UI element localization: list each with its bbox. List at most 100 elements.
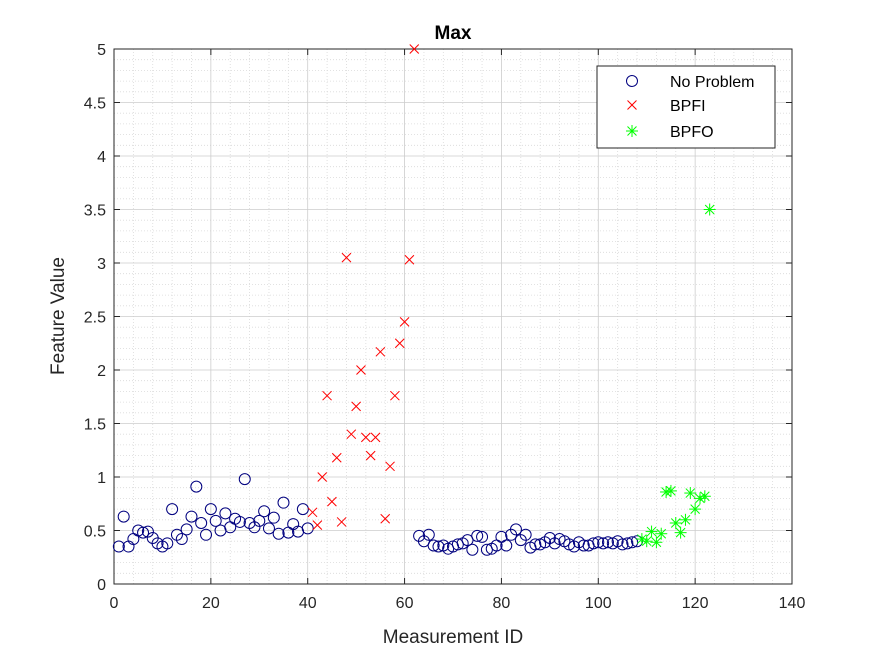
- data-point: [370, 432, 381, 443]
- data-point: [548, 537, 561, 550]
- y-axis-label: Feature Value: [48, 257, 69, 375]
- data-point: [262, 522, 275, 535]
- data-point: [307, 507, 318, 518]
- data-point: [267, 511, 280, 524]
- data-point: [301, 522, 314, 535]
- marker-stroke: [380, 513, 391, 524]
- legend-label-bpfo: BPFO: [670, 124, 714, 141]
- data-point: [166, 503, 179, 516]
- data-point: [346, 429, 357, 440]
- x-tick-label: 100: [585, 595, 612, 612]
- data-point: [626, 536, 639, 549]
- data-point: [253, 514, 266, 527]
- data-point: [640, 535, 653, 548]
- data-point: [597, 537, 610, 550]
- data-point: [689, 503, 702, 516]
- marker-stroke: [409, 44, 420, 54]
- legend: No Problem BPFI BPFO: [596, 65, 776, 149]
- data-point: [238, 473, 251, 486]
- y-tick-label: 3.5: [84, 203, 106, 220]
- data-point: [592, 536, 605, 549]
- y-tick-label: 0: [97, 577, 106, 594]
- data-point: [112, 540, 125, 553]
- data-point: [698, 490, 711, 503]
- x-axis-ticks: 0 20 40 60 80 100 120 140: [110, 49, 806, 612]
- y-tick-label: 0.5: [84, 524, 106, 541]
- x-tick-label: 40: [299, 595, 317, 612]
- data-point: [385, 461, 395, 472]
- data-point: [422, 528, 435, 541]
- marker-stroke: [327, 496, 337, 507]
- legend-marker-2: [626, 125, 638, 137]
- marker-stroke: [360, 432, 371, 443]
- x-tick-label: 0: [110, 595, 119, 612]
- x-tick-label: 140: [779, 595, 806, 612]
- y-tick-label: 1.5: [84, 417, 106, 434]
- data-point: [621, 537, 634, 550]
- data-point: [219, 507, 232, 520]
- marker-stroke: [394, 338, 405, 349]
- data-point: [703, 203, 716, 216]
- legend-label-bpfi: BPFI: [670, 98, 706, 115]
- data-point: [427, 539, 440, 552]
- data-point: [674, 526, 687, 539]
- data-point: [137, 526, 150, 539]
- data-point: [669, 517, 682, 530]
- y-axis-ticks: 0 0.5 1 1.5 2 2.5 3 3.5 4 4.5 5: [84, 42, 792, 594]
- marker-stroke: [370, 432, 381, 443]
- data-point: [365, 450, 376, 461]
- data-point: [375, 346, 386, 357]
- marker-stroke: [341, 252, 352, 263]
- data-point: [500, 539, 513, 552]
- data-point: [655, 527, 668, 540]
- data-markers: [112, 44, 716, 556]
- legend-marker-1: [627, 100, 637, 110]
- marker-stroke: [385, 461, 395, 472]
- chart-title: Max: [435, 23, 472, 44]
- data-point: [380, 513, 391, 524]
- data-point: [170, 528, 183, 541]
- data-point: [175, 533, 188, 546]
- data-point: [476, 530, 489, 543]
- x-tick-label: 120: [682, 595, 709, 612]
- series-0: [112, 473, 644, 556]
- data-point: [190, 480, 203, 493]
- data-point: [519, 528, 532, 541]
- marker-stroke: [317, 472, 328, 482]
- data-point: [539, 536, 552, 549]
- marker-stroke: [356, 365, 366, 375]
- data-point: [356, 365, 366, 375]
- data-point: [117, 510, 130, 523]
- marker-stroke: [346, 429, 357, 440]
- data-point: [587, 537, 600, 550]
- data-point: [432, 540, 445, 553]
- series-1: [307, 44, 420, 531]
- data-point: [336, 517, 347, 527]
- data-point: [200, 528, 213, 541]
- marker-stroke: [312, 520, 323, 531]
- data-point: [322, 390, 332, 401]
- data-point: [185, 510, 198, 523]
- y-tick-label: 4.5: [84, 96, 106, 113]
- data-point: [331, 452, 342, 463]
- x-tick-label: 80: [493, 595, 511, 612]
- data-point: [341, 252, 352, 263]
- legend-markers: [626, 75, 638, 137]
- y-tick-label: 2.5: [84, 310, 106, 327]
- data-point: [351, 401, 361, 412]
- data-point: [258, 505, 271, 518]
- data-point: [243, 517, 256, 530]
- data-point: [317, 472, 328, 482]
- data-point: [664, 484, 677, 497]
- x-axis-label: Measurement ID: [383, 627, 523, 648]
- data-point: [645, 525, 658, 538]
- y-tick-label: 3: [97, 256, 106, 273]
- data-point: [650, 536, 663, 549]
- data-point: [296, 503, 309, 516]
- data-point: [248, 521, 261, 534]
- y-tick-label: 2: [97, 363, 106, 380]
- data-point: [577, 539, 590, 552]
- data-point: [327, 496, 337, 507]
